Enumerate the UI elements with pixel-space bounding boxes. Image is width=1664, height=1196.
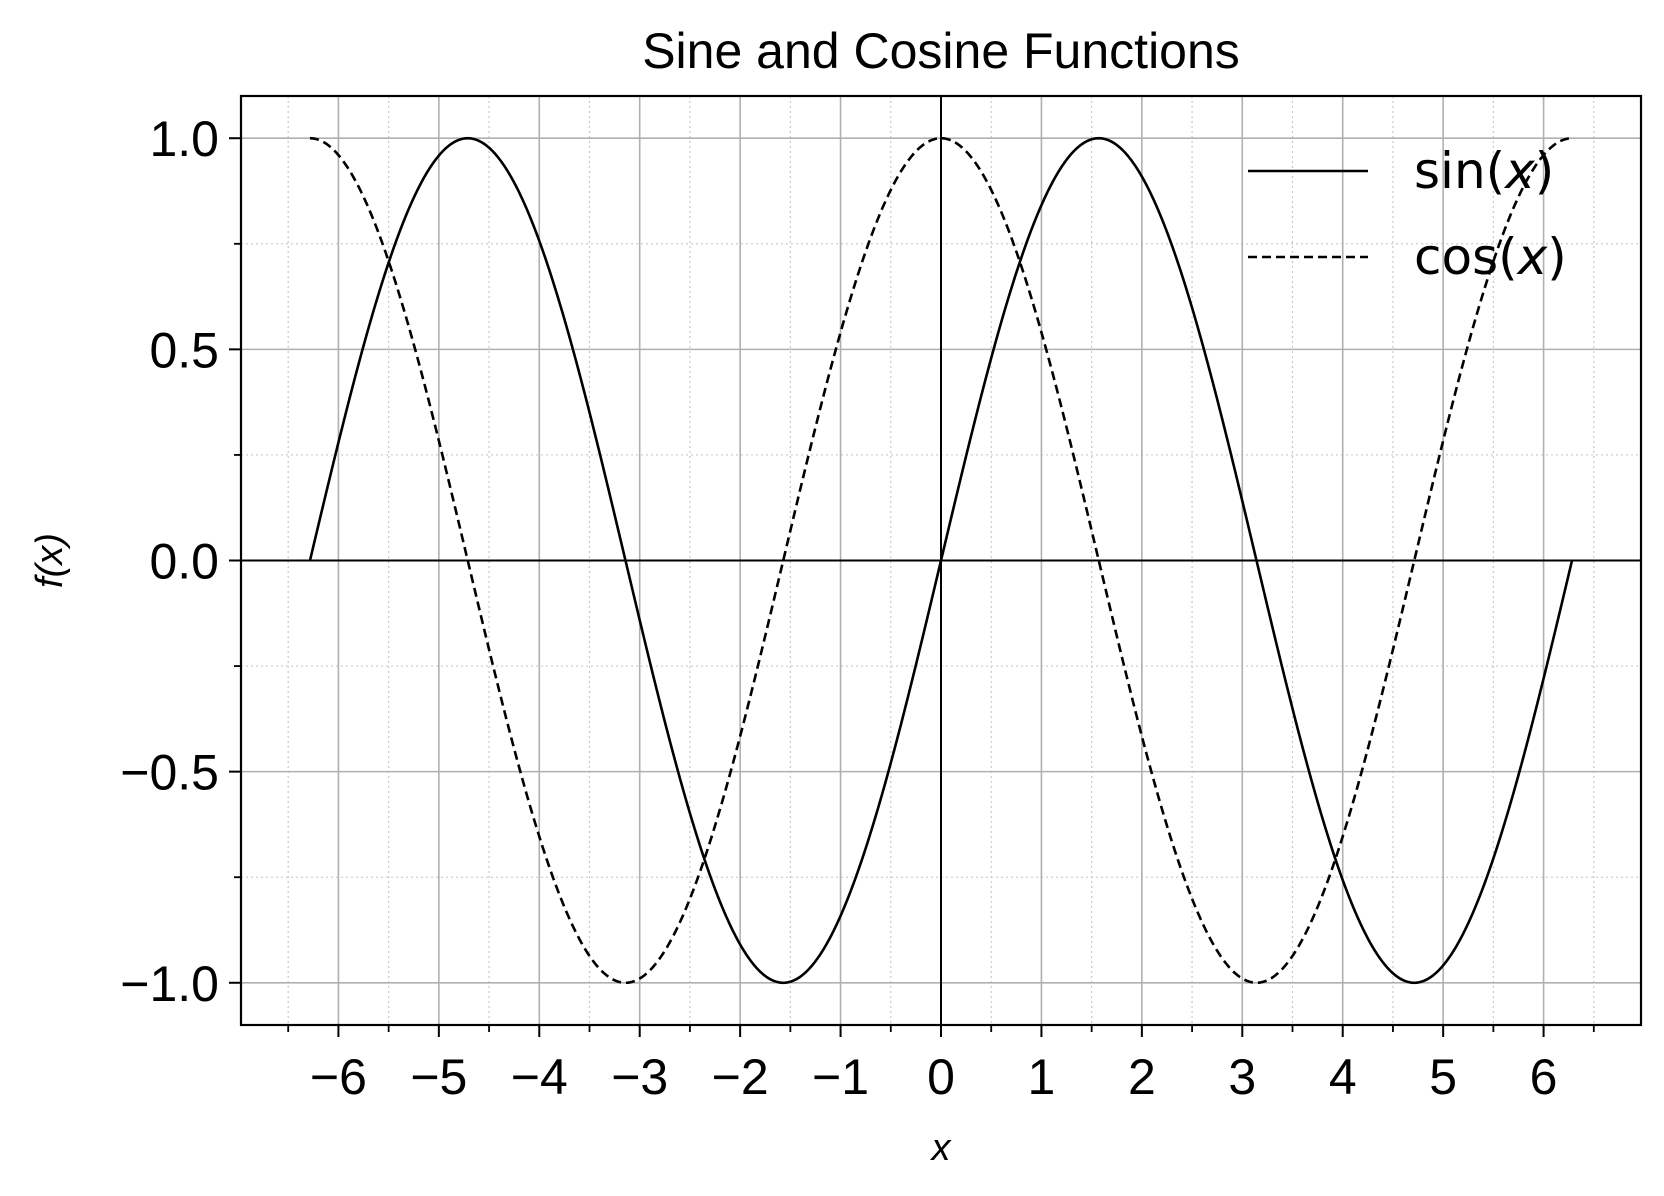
x-tick-label: 6 <box>1530 1049 1558 1105</box>
x-tick-label: 3 <box>1228 1049 1256 1105</box>
x-tick-label: 5 <box>1429 1049 1457 1105</box>
x-tick-label: −2 <box>712 1049 769 1105</box>
x-axis-ticks: −6 −5 −4 −3 −2 −1 0 1 2 3 4 5 6 <box>287 1025 1595 1105</box>
legend: sin(x) cos(x) <box>1248 142 1567 286</box>
x-tick-label: −3 <box>611 1049 668 1105</box>
series-line-cos <box>309 136 1573 985</box>
y-tick-label: 0.0 <box>149 534 219 590</box>
x-tick-label: 0 <box>927 1049 955 1105</box>
y-tick-label: 1.0 <box>149 111 219 167</box>
y-tick-label: −0.5 <box>120 745 219 801</box>
y-tick-label: −1.0 <box>120 956 219 1012</box>
x-tick-label: −5 <box>410 1049 467 1105</box>
x-tick-label: 4 <box>1329 1049 1357 1105</box>
y-axis-label: f(x) <box>29 533 71 588</box>
legend-label-sin: sin(x) <box>1414 142 1554 200</box>
chart-title: Sine and Cosine Functions <box>642 23 1240 79</box>
y-tick-label: 0.5 <box>149 322 219 378</box>
x-tick-label: 2 <box>1128 1049 1156 1105</box>
x-axis-label: x <box>930 1127 953 1169</box>
x-tick-label: −1 <box>812 1049 869 1105</box>
series-line-sin <box>308 136 1574 985</box>
x-tick-label: 1 <box>1028 1049 1056 1105</box>
series-layer <box>308 136 1574 985</box>
legend-label-cos: cos(x) <box>1414 228 1567 286</box>
y-axis-ticks: −1.0 −0.5 0.0 0.5 1.0 <box>120 111 241 1012</box>
x-tick-label: −4 <box>511 1049 568 1105</box>
x-tick-label: −6 <box>310 1049 367 1105</box>
